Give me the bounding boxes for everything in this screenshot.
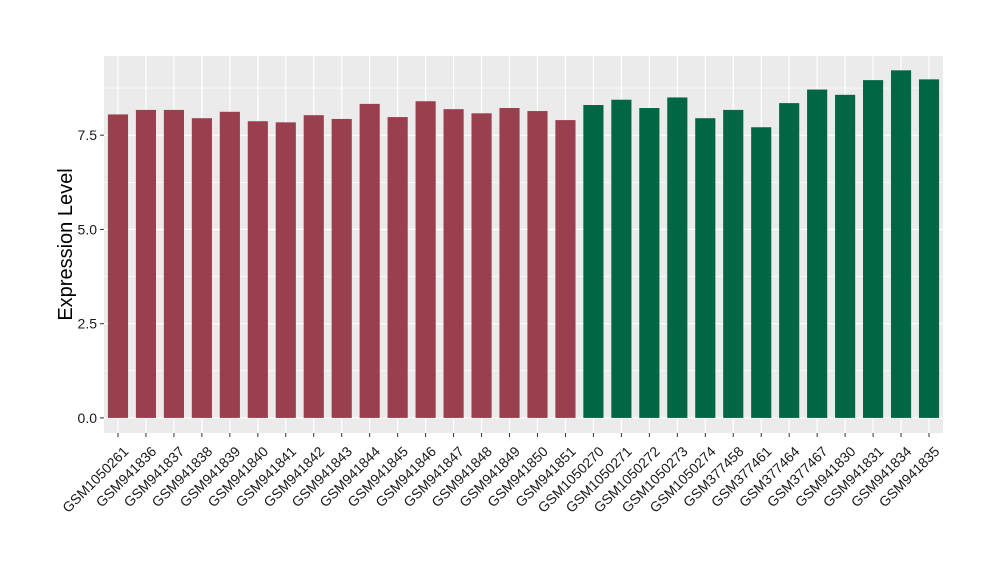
- bar-GSM377461: [751, 127, 772, 418]
- plot-panel: [104, 56, 943, 433]
- y-tick-label: 0.0: [78, 410, 98, 426]
- y-tick-label: 2.5: [78, 316, 98, 332]
- bar-GSM941851: [555, 120, 576, 418]
- bar-GSM941842: [303, 115, 324, 418]
- bar-GSM941849: [499, 108, 520, 418]
- bar-GSM941844: [359, 103, 380, 418]
- bar-GSM941846: [415, 101, 436, 418]
- bar-GSM941847: [443, 109, 464, 418]
- bar-GSM941843: [331, 118, 352, 418]
- y-tick-label: 7.5: [78, 127, 98, 143]
- bars: [107, 70, 940, 418]
- bar-GSM941848: [471, 113, 492, 418]
- bar-GSM377458: [723, 109, 744, 418]
- bar-GSM377464: [779, 103, 800, 418]
- bar-GSM377467: [807, 89, 828, 418]
- x-axis: GSM1050261GSM941836GSM941837GSM941838GSM…: [59, 433, 943, 516]
- bar-GSM941836: [135, 109, 157, 418]
- bar-GSM941831: [863, 80, 884, 418]
- bar-GSM941835: [918, 79, 940, 418]
- bar-GSM941830: [835, 94, 856, 418]
- bar-GSM941839: [219, 111, 240, 418]
- bar-GSM1050271: [611, 99, 632, 418]
- bar-GSM941838: [191, 118, 212, 418]
- bar-GSM1050270: [583, 105, 604, 418]
- bar-GSM941845: [387, 117, 408, 418]
- bar-GSM941850: [527, 111, 548, 418]
- bar-GSM1050273: [667, 97, 688, 418]
- bar-GSM1050261: [107, 114, 129, 418]
- bar-GSM1050274: [695, 118, 716, 418]
- bar-GSM941837: [163, 109, 184, 418]
- y-axis-title: Expression Level: [55, 168, 77, 320]
- bar-GSM941840: [247, 121, 268, 418]
- y-axis: 0.0 2.5 5.0 7.5: [78, 127, 104, 426]
- bar-GSM941841: [275, 122, 296, 418]
- bar-GSM941834: [890, 70, 912, 418]
- bar-GSM1050272: [639, 108, 660, 418]
- y-tick-label: 5.0: [78, 221, 98, 237]
